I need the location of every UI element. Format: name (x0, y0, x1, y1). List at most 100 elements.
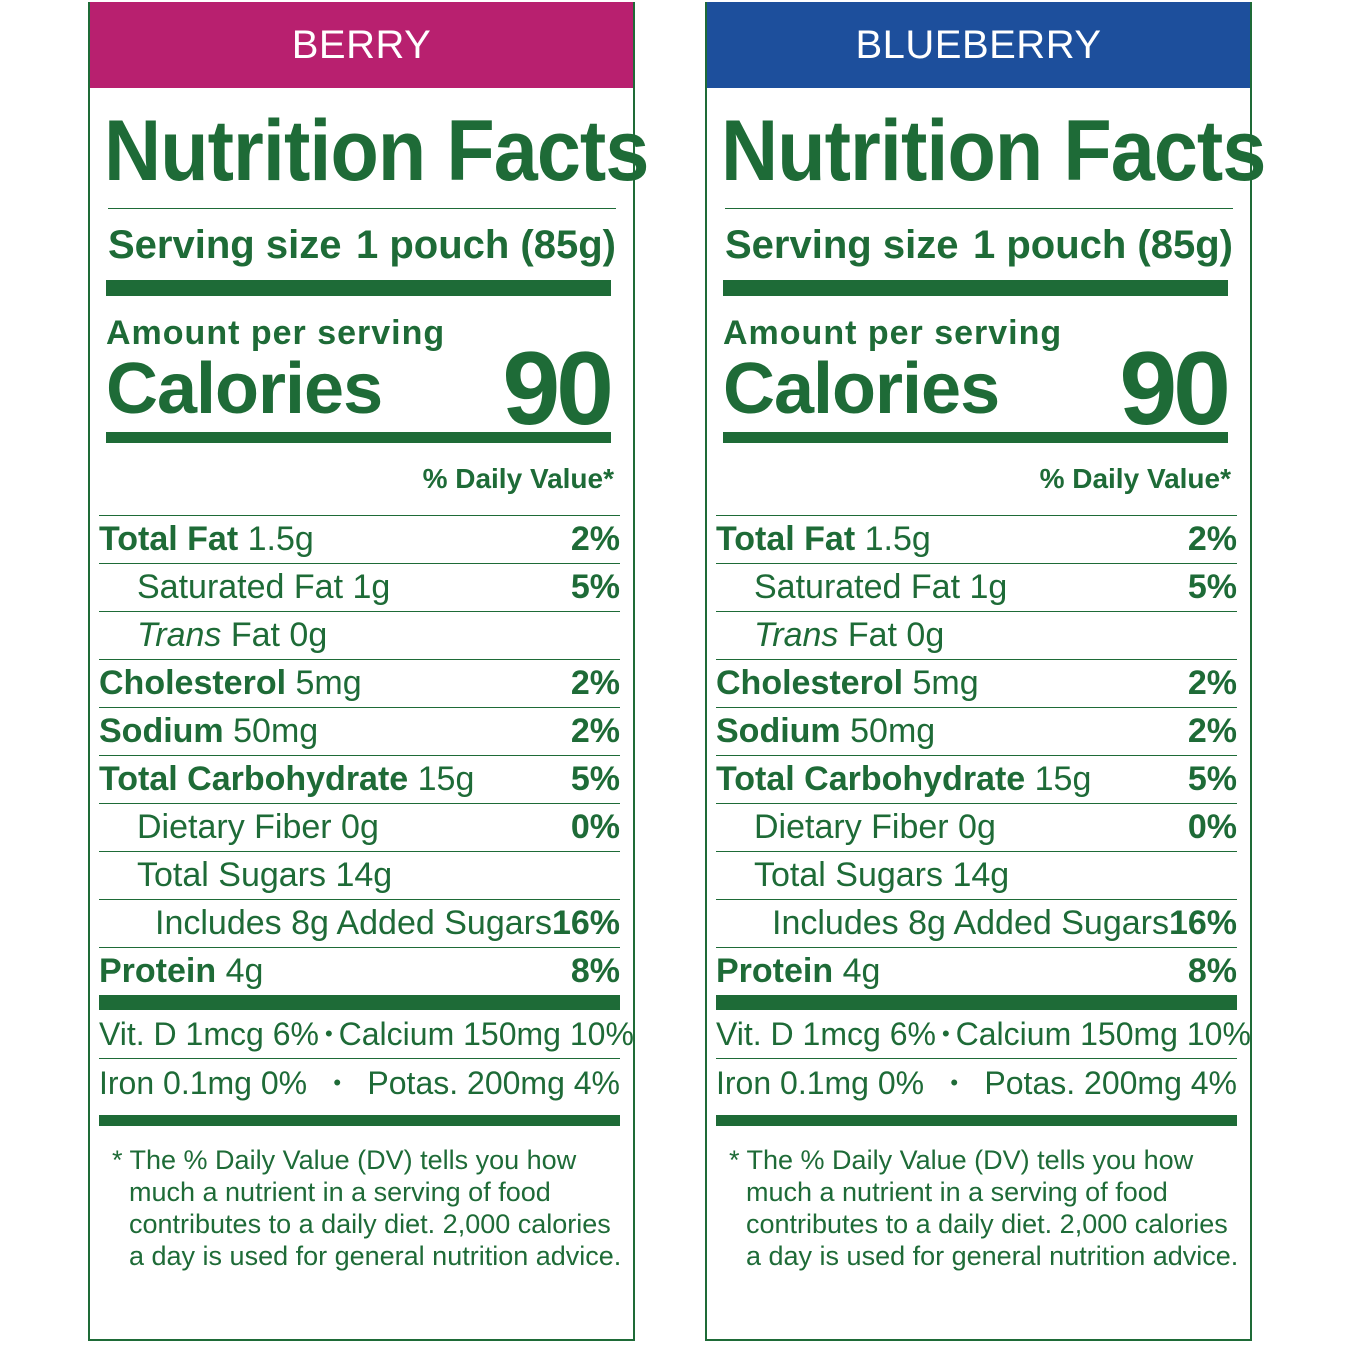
mineral-row: Vit. D 1mcg 6% • Calcium 150mg 10% (716, 1010, 1251, 1058)
flavor-header: BLUEBERRY (707, 2, 1250, 88)
nutrient-label: Fat 0g (847, 616, 945, 654)
daily-value: 2% (570, 664, 620, 702)
nutrient-amount: 50mg (233, 712, 319, 750)
nutrient-row-dietary-fiber: Dietary Fiber 0g 0% (99, 803, 620, 851)
daily-value-header: % Daily Value* (422, 463, 614, 494)
nutrient-label: Fat 0g (230, 616, 328, 654)
nutrient-label: Total Sugars 14g (137, 856, 393, 894)
footnote-line: a day is used for general nutrition advi… (129, 1241, 622, 1271)
flavor-header: BERRY (90, 2, 633, 88)
nutrient-label: Protein (716, 952, 834, 990)
daily-value: 16% (551, 904, 621, 942)
calories-value: 90 (502, 331, 614, 447)
amount-per-serving-label: Amount per serving (106, 314, 446, 352)
serving-size-value: 1 pouch (85g) (972, 223, 1233, 267)
bullet-separator: • (333, 1070, 342, 1095)
nutrient-label-italic: Trans (754, 616, 839, 654)
nutrient-row-total-carbohydrate: Total Carbohydrate 15g 5% (716, 755, 1237, 803)
mineral-row: Iron 0.1mg 0% • Potas. 200mg 4% (99, 1058, 620, 1107)
nutrient-label: Cholesterol (716, 664, 904, 702)
daily-value: 2% (1187, 520, 1237, 558)
amount-per-serving-label: Amount per serving (723, 314, 1063, 352)
iron: Iron 0.1mg 0% (716, 1064, 925, 1101)
footnote-line: a day is used for general nutrition advi… (746, 1241, 1239, 1271)
nutrient-rows: Total Fat 1.5g 2% Saturated Fat 1g 5% Tr… (99, 515, 620, 995)
daily-value: 16% (1168, 904, 1238, 942)
nutrient-row-cholesterol: Cholesterol 5mg 2% (99, 659, 620, 707)
medium-divider (99, 1115, 620, 1126)
nutrient-label: Cholesterol (99, 664, 287, 702)
nutrient-row-sodium: Sodium 50mg 2% (716, 707, 1237, 755)
thick-divider (723, 280, 1228, 296)
daily-value: 5% (570, 568, 620, 606)
daily-value: 8% (570, 952, 620, 990)
nutrient-row-saturated-fat: Saturated Fat 1g 5% (716, 563, 1237, 611)
nutrient-row-cholesterol: Cholesterol 5mg 2% (716, 659, 1237, 707)
footnote-line: contributes to a daily diet. 2,000 calor… (129, 1209, 611, 1239)
mineral-row: Vit. D 1mcg 6% • Calcium 150mg 10% (99, 1010, 634, 1058)
nutrient-label: Saturated Fat 1g (137, 568, 391, 606)
serving-size-row: Serving size 1 pouch (85g) (104, 209, 620, 280)
calcium: Calcium 150mg 10% (338, 1015, 634, 1052)
daily-value: 2% (1187, 664, 1237, 702)
nutrient-row-protein: Protein 4g 8% (99, 947, 620, 995)
footnote-line: * The % Daily Value (DV) tells you how (112, 1145, 577, 1175)
nutrient-amount: 1.5g (247, 520, 314, 558)
nutrient-label: Dietary Fiber 0g (137, 808, 379, 846)
nutrient-label: Dietary Fiber 0g (754, 808, 996, 846)
nutrition-panel-berry: BERRY Nutrition Facts Serving size 1 pou… (88, 2, 649, 1341)
serving-size-value: 1 pouch (85g) (355, 223, 616, 267)
daily-value: 2% (570, 712, 620, 750)
nutrient-row-total-fat: Total Fat 1.5g 2% (99, 515, 620, 563)
potassium: Potas. 200mg 4% (367, 1064, 620, 1101)
nutrient-label: Total Fat (716, 520, 856, 558)
nutrient-row-total-sugars: Total Sugars 14g (716, 851, 1237, 899)
nutrient-amount: 4g (225, 952, 264, 990)
nutrient-amount: 4g (842, 952, 881, 990)
bullet-separator: • (941, 1021, 950, 1046)
nutrient-row-added-sugars: Includes 8g Added Sugars 16% (716, 899, 1237, 947)
nutrient-row-total-carbohydrate: Total Carbohydrate 15g 5% (99, 755, 620, 803)
footnote-line: * The % Daily Value (DV) tells you how (729, 1145, 1194, 1175)
nutrient-label: Sodium (99, 712, 224, 750)
serving-size-row: Serving size 1 pouch (85g) (721, 209, 1237, 280)
footnote: * The % Daily Value (DV) tells you how m… (104, 1126, 622, 1272)
nutrient-label: Sodium (716, 712, 841, 750)
daily-value: 5% (570, 760, 620, 798)
nutrient-label-italic: Trans (137, 616, 222, 654)
nutrition-facts-title: Nutrition Facts (104, 103, 649, 199)
calories-value: 90 (1119, 331, 1231, 447)
medium-divider (723, 432, 1228, 443)
medium-divider (716, 1115, 1237, 1126)
nutrient-label: Saturated Fat 1g (754, 568, 1008, 606)
daily-value: 0% (1187, 808, 1237, 846)
nutrient-label: Total Fat (99, 520, 239, 558)
calories-label: Calories (106, 349, 383, 429)
serving-size-label: Serving size (108, 223, 342, 267)
nutrient-amount: 50mg (850, 712, 936, 750)
daily-value: 8% (1187, 952, 1237, 990)
nutrient-row-total-fat: Total Fat 1.5g 2% (716, 515, 1237, 563)
nutrition-facts-title: Nutrition Facts (721, 103, 1266, 199)
nutrient-row-added-sugars: Includes 8g Added Sugars 16% (99, 899, 620, 947)
nutrition-panel-blueberry: BLUEBERRY Nutrition Facts Serving size 1… (705, 2, 1266, 1341)
nutrient-label: Total Carbohydrate (99, 760, 409, 798)
footnote-line: contributes to a daily diet. 2,000 calor… (746, 1209, 1228, 1239)
bullet-separator: • (950, 1070, 959, 1095)
nutrient-amount: 15g (1034, 760, 1092, 798)
calories-label: Calories (723, 349, 1000, 429)
daily-value: 0% (570, 808, 620, 846)
daily-value-header: % Daily Value* (1039, 463, 1231, 494)
daily-value: 2% (1187, 712, 1237, 750)
nutrient-amount: 5mg (912, 664, 979, 702)
daily-value: 2% (570, 520, 620, 558)
potassium: Potas. 200mg 4% (984, 1064, 1237, 1101)
nutrient-label: Total Carbohydrate (716, 760, 1026, 798)
calories-block: Amount per serving Calories 90 (721, 296, 1237, 447)
serving-size-label: Serving size (725, 223, 959, 267)
nutrient-label: Includes 8g Added Sugars (155, 904, 552, 942)
thick-divider (99, 995, 620, 1010)
nutrient-label: Includes 8g Added Sugars (772, 904, 1169, 942)
footnote-line: much a nutrient in a serving of food (129, 1177, 551, 1207)
daily-value: 5% (1187, 568, 1237, 606)
